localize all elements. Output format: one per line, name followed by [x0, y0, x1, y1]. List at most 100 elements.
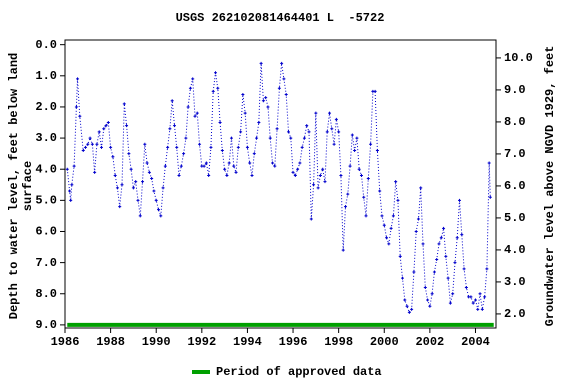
data-point — [428, 304, 432, 308]
data-point — [93, 170, 97, 174]
data-point — [150, 177, 154, 181]
data-point — [78, 114, 82, 118]
data-point — [81, 149, 85, 153]
chart-title: USGS 262102081464401 L -5722 — [176, 11, 385, 25]
data-point — [346, 192, 350, 196]
data-point — [111, 155, 115, 159]
data-point — [325, 130, 329, 134]
y-tick-label: 1.0 — [35, 69, 57, 83]
data-point — [136, 198, 140, 202]
data-point — [207, 173, 211, 177]
data-point — [86, 142, 90, 146]
data-point — [193, 114, 197, 118]
data-point — [373, 89, 377, 93]
data-point — [273, 164, 277, 168]
data-point — [291, 170, 295, 174]
data-point — [261, 99, 265, 103]
data-point — [271, 161, 275, 165]
data-point — [90, 142, 94, 146]
data-point — [282, 77, 286, 81]
data-point — [122, 102, 126, 106]
data-point — [448, 301, 452, 305]
y-axis-label: surface — [21, 161, 35, 211]
data-point — [179, 164, 183, 168]
data-point — [298, 161, 302, 165]
data-point — [464, 286, 468, 290]
data-point — [483, 295, 487, 299]
y2-tick-label: 2.0 — [504, 307, 526, 321]
data-point — [129, 167, 133, 171]
data-point — [255, 136, 259, 140]
data-point — [369, 142, 373, 146]
data-point — [423, 286, 427, 290]
data-point — [220, 149, 224, 153]
data-point — [252, 152, 256, 156]
data-point — [407, 310, 411, 314]
y-tick-label: 6.0 — [35, 225, 57, 239]
data-point — [439, 236, 443, 240]
data-point — [241, 92, 245, 96]
data-point — [182, 152, 186, 156]
data-point — [293, 173, 297, 177]
x-tick-label: 1990 — [142, 335, 171, 349]
data-point — [430, 292, 434, 296]
data-point — [337, 130, 341, 134]
data-point — [473, 298, 477, 302]
data-point — [458, 198, 462, 202]
data-point — [444, 254, 448, 258]
y-tick-label: 0.0 — [35, 38, 57, 52]
data-point — [318, 173, 322, 177]
data-point — [462, 267, 466, 271]
data-point — [359, 173, 363, 177]
data-point — [350, 133, 354, 137]
x-tick-label: 2004 — [461, 335, 490, 349]
data-point — [243, 111, 247, 115]
data-point — [480, 307, 484, 311]
data-point — [168, 127, 172, 131]
data-point — [236, 145, 240, 149]
data-point — [115, 186, 119, 190]
y2-tick-label: 3.0 — [504, 275, 526, 289]
y2-tick-label: 5.0 — [504, 211, 526, 225]
data-point — [106, 121, 110, 125]
data-point — [332, 142, 336, 146]
data-point — [131, 186, 135, 190]
y-tick-label: 9.0 — [35, 318, 57, 332]
data-point — [227, 161, 231, 165]
data-point — [275, 127, 279, 131]
data-point — [353, 149, 357, 153]
x-tick-label: 1998 — [324, 335, 353, 349]
data-point — [84, 145, 88, 149]
data-point — [453, 261, 457, 265]
y2-tick-label: 6.0 — [504, 179, 526, 193]
data-point — [330, 127, 334, 131]
data-point — [387, 242, 391, 246]
data-point — [109, 145, 113, 149]
data-point — [305, 124, 309, 128]
data-point — [341, 248, 345, 252]
x-tick-label: 2000 — [370, 335, 399, 349]
data-point — [385, 236, 389, 240]
y2-tick-label: 10.0 — [504, 51, 533, 65]
data-point — [307, 130, 311, 134]
data-point — [314, 111, 318, 115]
data-point — [141, 180, 145, 184]
data-point — [88, 136, 92, 140]
data-point — [437, 242, 441, 246]
data-point — [166, 145, 170, 149]
data-point — [435, 258, 439, 262]
data-point — [65, 167, 69, 171]
data-point — [382, 223, 386, 227]
data-point — [68, 189, 72, 193]
data-point — [469, 295, 473, 299]
legend-label: Period of approved data — [216, 365, 382, 379]
data-point — [266, 105, 270, 109]
data-point — [175, 145, 179, 149]
data-point — [218, 121, 222, 125]
data-point — [195, 111, 199, 115]
data-point — [70, 183, 74, 187]
x-tick-label: 1992 — [187, 335, 216, 349]
y2-tick-label: 7.0 — [504, 147, 526, 161]
data-point — [127, 152, 131, 156]
